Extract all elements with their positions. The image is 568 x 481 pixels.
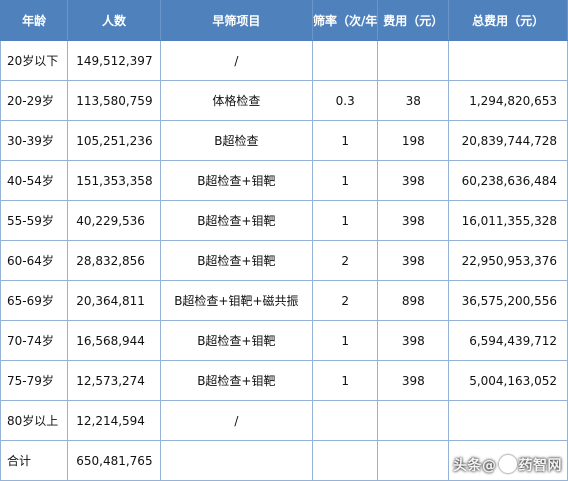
cell-age: 20-29岁 [0,80,69,121]
cell-screening-item: B超检查+钼靶 [159,320,314,361]
cell-population: 12,214,594 [67,400,161,441]
cell-population: 113,580,759 [67,80,161,121]
cell-population: 20,364,811 [67,280,161,321]
cell-total-cost: 5,004,163,052 [448,360,568,401]
cell-age: 65-69岁 [0,280,69,321]
cell-population: 650,481,765 [67,440,161,481]
cell-cost: 398 [377,200,450,241]
cell-screening-item [159,440,314,481]
table-row: 40-54岁 151,353,358 B超检查+钼靶 1 398 60,238,636,4… [0,160,568,201]
header-cost: 费用（元） [377,0,450,41]
cell-total-cost: 36,575,200,556 [448,280,568,321]
cell-screening-item: B超检查+钼靶+磁共振 [159,280,314,321]
cell-cost: 398 [377,320,450,361]
table-row: 70-74岁 16,568,944 B超检查+钼靶 1 398 6,594,439,712 [0,320,568,361]
table-row: 80岁以上 12,214,594/ [0,400,568,441]
table-row: 55-59岁 40,229,536 B超检查+钼靶 1 398 16,011,355,32… [0,200,568,241]
cell-rate: 2 [312,240,379,281]
cell-screening-item: B超检查+钼靶 [159,200,314,241]
cell-cost: 898 [377,280,450,321]
cell-age: 75-79岁 [0,360,69,401]
table-row: 20-29岁 113,580,759 体格检查 0.3 38 1,294,820,653 [0,80,568,121]
cell-total-cost: 6,594,439,712 [448,320,568,361]
cell-total-cost: 60,238,636,484 [448,160,568,201]
cell-screening-item: / [159,400,314,441]
cell-screening-item: / [159,40,314,81]
cell-cost: 398 [377,160,450,201]
watermark-name: 药智网 [518,458,562,474]
cell-population: 149,512,397 [67,40,161,81]
table-header-row: 年龄 人数 早筛项目 筛率（次/年 费用（元） 总费用（元） [0,0,568,41]
cell-rate [312,40,379,81]
cell-population: 40,229,536 [67,200,161,241]
cell-cost [377,400,450,441]
cell-screening-item: B超检查+钼靶 [159,240,314,281]
cell-population: 12,573,274 [67,360,161,401]
table-row: 合计 650,481,765 [0,440,568,481]
table-row: 75-79岁 12,573,274 B超检查+钼靶 1 398 5,004,163,052 [0,360,568,401]
cell-rate: 1 [312,200,379,241]
cell-total-cost [448,40,568,81]
cell-cost: 198 [377,120,450,161]
cell-total-cost: 20,839,744,728 [448,120,568,161]
table-row: 20岁以下 149,512,397/ [0,40,568,81]
cell-age: 80岁以上 [0,400,69,441]
cell-age: 70-74岁 [0,320,69,361]
cell-screening-item: B超检查+钼靶 [159,160,314,201]
table-row: 30-39岁 105,251,236 B超检查 1 198 20,839,744,728 [0,120,568,161]
cell-population: 151,353,358 [67,160,161,201]
logo-icon [498,455,517,473]
cell-total-cost: 16,011,355,328 [448,200,568,241]
cell-total-cost: 1,294,820,653 [448,80,568,121]
cell-rate: 2 [312,280,379,321]
header-screening-item: 早筛项目 [159,0,314,41]
cell-population: 16,568,944 [67,320,161,361]
header-age: 年龄 [0,0,69,41]
cell-rate: 1 [312,360,379,401]
cell-total-cost [448,400,568,441]
cell-population: 28,832,856 [67,240,161,281]
cell-rate: 0.3 [312,80,379,121]
cell-screening-item: 体格检查 [159,80,314,121]
cell-total-cost: 22,950,953,376 [448,240,568,281]
header-population: 人数 [67,0,161,41]
cell-cost [377,40,450,81]
cell-screening-item: B超检查+钼靶 [159,360,314,401]
cell-rate: 1 [312,320,379,361]
cell-age: 40-54岁 [0,160,69,201]
header-rate: 筛率（次/年 [312,0,379,41]
cell-cost: 38 [377,80,450,121]
cell-cost [377,440,450,481]
watermark: 头条@ 药智网 [453,455,562,475]
cell-rate [312,400,379,441]
table-row: 65-69岁 20,364,811 B超检查+钼靶+磁共振 2 898 36,575,20… [0,280,568,321]
cell-rate [312,440,379,481]
watermark-at: @ [482,458,497,474]
cell-age: 20岁以下 [0,40,69,81]
cell-age: 合计 [0,440,69,481]
header-total-cost: 总费用（元） [448,0,568,41]
cell-age: 55-59岁 [0,200,69,241]
cell-screening-item: B超检查 [159,120,314,161]
cell-age: 30-39岁 [0,120,69,161]
cell-cost: 398 [377,240,450,281]
cell-population: 105,251,236 [67,120,161,161]
watermark-prefix: 头条 [453,458,482,474]
table-row: 60-64岁 28,832,856 B超检查+钼靶 2 398 22,950,953,37… [0,240,568,281]
cell-rate: 1 [312,120,379,161]
cell-rate: 1 [312,160,379,201]
cell-age: 60-64岁 [0,240,69,281]
cell-cost: 398 [377,360,450,401]
